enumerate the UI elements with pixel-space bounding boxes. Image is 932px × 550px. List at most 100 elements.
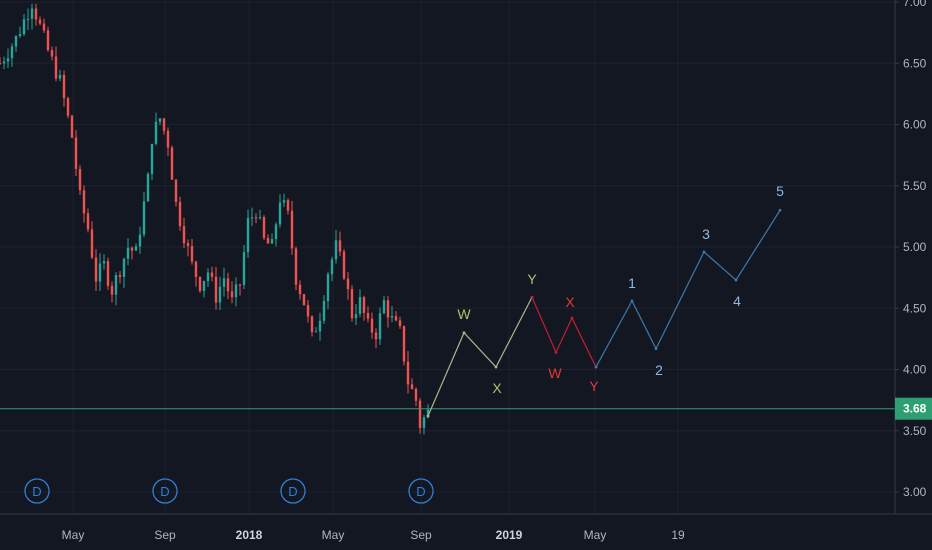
dividend-marker[interactable]: D: [280, 478, 306, 504]
candle-body: [274, 224, 278, 240]
candle-body: [362, 297, 366, 313]
candle-body: [318, 320, 322, 332]
candle-body: [114, 275, 118, 295]
dividend-marker-circle: [280, 478, 306, 504]
candle-body: [310, 316, 314, 333]
dividend-marker-label: D: [160, 484, 169, 499]
candle-body: [206, 272, 210, 281]
projection-path: [595, 209, 781, 368]
candle-body: [338, 240, 342, 252]
y-axis-ticks[interactable]: 7.00 6.50 6.00 5.50 5.00 4.50 4.00 3.50 3.00: [895, 0, 927, 499]
candle-body: [126, 247, 130, 259]
dividend-marker-circle: [152, 478, 178, 504]
y-tick-label: 7.00: [903, 0, 927, 9]
candle-body: [166, 130, 170, 148]
candle-body: [130, 247, 134, 251]
candle-body: [182, 226, 186, 244]
candle-body: [30, 8, 34, 19]
candle-body: [74, 137, 78, 169]
candle-body: [406, 361, 410, 385]
candle-body: [214, 276, 218, 303]
x-tick-label: May: [62, 528, 85, 542]
candle-body: [410, 384, 414, 389]
candle-body: [370, 318, 374, 333]
projection-point: [462, 331, 466, 335]
wave-label: Y: [589, 378, 599, 394]
candle-body: [162, 118, 166, 131]
candle-body: [0, 63, 2, 65]
x-tick-label: 19: [671, 528, 685, 542]
y-tick-label: 5.00: [903, 240, 927, 254]
wave-label: X: [492, 380, 502, 396]
candle-body: [294, 248, 298, 285]
projection-point: [778, 208, 782, 212]
candle-body: [14, 36, 18, 47]
candle-body: [134, 246, 138, 251]
candle-body: [210, 272, 214, 277]
x-axis-ticks[interactable]: May Sep 2018 May Sep 2019 May 19: [62, 528, 685, 542]
candle-body: [286, 200, 290, 211]
candle-body: [50, 50, 54, 57]
dividend-marker[interactable]: D: [152, 478, 178, 504]
candle-body: [6, 58, 10, 62]
candle-body: [154, 121, 158, 144]
candle-body: [350, 289, 354, 319]
projection-point: [630, 299, 634, 303]
candle-body: [242, 252, 246, 285]
wave-label: X: [565, 294, 575, 310]
x-tick-label: Sep: [410, 528, 432, 542]
candle-body: [246, 218, 250, 253]
candle-body: [322, 301, 326, 321]
wave-label: W: [457, 306, 471, 322]
candle-body: [342, 251, 346, 279]
wave-label: W: [548, 365, 562, 381]
dividend-marker[interactable]: D: [24, 478, 50, 504]
candle-body: [142, 201, 146, 235]
projection-path: [531, 296, 597, 368]
x-tick-label: May: [584, 528, 607, 542]
x-tick-label: Sep: [154, 528, 176, 542]
projection-point: [594, 365, 598, 369]
candle-body: [258, 217, 262, 219]
candle-body: [186, 243, 190, 246]
candle-body: [358, 297, 362, 315]
candle-body: [26, 18, 30, 20]
candle-body: [110, 285, 114, 295]
candle-body: [366, 312, 370, 319]
y-tick-label: 6.00: [903, 118, 927, 132]
candle-body: [230, 291, 234, 298]
candle-body: [382, 300, 386, 314]
candle-body: [354, 314, 358, 319]
x-tick-label: 2018: [236, 528, 263, 542]
projection-point: [570, 316, 574, 320]
candle-body: [46, 30, 50, 51]
candle-body: [158, 118, 162, 122]
candle-body: [190, 245, 194, 262]
candle-body: [98, 263, 102, 282]
candle-body: [302, 294, 306, 306]
candle-body: [90, 229, 94, 258]
candle-body: [22, 19, 26, 35]
candle-body: [2, 61, 6, 64]
dividend-marker-label: D: [32, 484, 41, 499]
projection-paths: [426, 208, 782, 418]
dividend-marker-circle: [24, 478, 50, 504]
candle-body: [418, 400, 422, 428]
dividend-marker-circle: [408, 478, 434, 504]
projection-point: [426, 414, 430, 418]
candle-body: [290, 210, 294, 249]
candle-body: [414, 388, 418, 401]
projection-point: [702, 250, 706, 254]
candle-body: [86, 213, 90, 230]
candle-body: [66, 98, 70, 116]
candle-body: [150, 143, 154, 174]
last-price-tag-text: 3.68: [903, 402, 927, 416]
candle-body: [334, 240, 338, 260]
dividend-marker[interactable]: D: [408, 478, 434, 504]
projection-point: [654, 347, 658, 351]
wave-label: 5: [776, 183, 784, 199]
candle-body: [34, 8, 38, 20]
candle-body: [82, 190, 86, 214]
